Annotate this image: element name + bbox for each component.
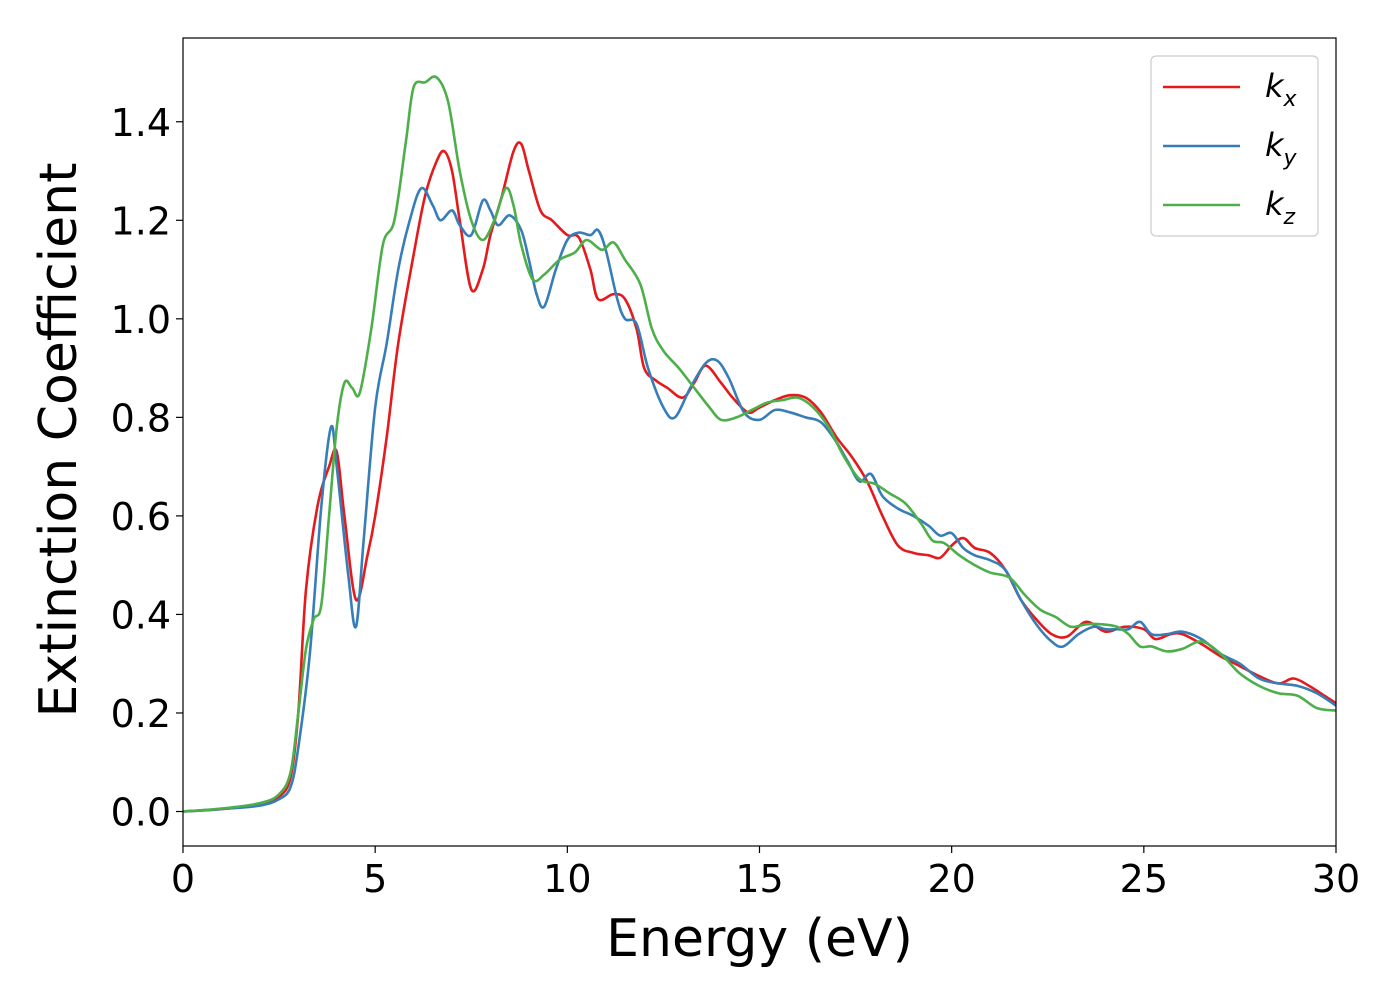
y-axis-ticks: 0.0 0.2 0.4 0.6 0.8 1.0 1.2 1.4 <box>111 101 183 835</box>
x-tick-label: 15 <box>735 857 783 901</box>
x-tick-label: 5 <box>363 857 387 901</box>
y-axis-label: Extinction Coefficient <box>29 163 89 718</box>
x-tick-label: 0 <box>171 857 195 901</box>
y-tick-label: 0.0 <box>111 791 171 835</box>
legend-symbol: k <box>1265 67 1285 105</box>
x-axis-ticks: 0 5 10 15 20 25 30 <box>171 846 1360 901</box>
legend-symbol: k <box>1265 126 1285 164</box>
series-line-kx <box>183 141 1336 813</box>
y-tick-label: 0.4 <box>111 593 171 637</box>
y-tick-label: 1.2 <box>111 199 171 243</box>
x-tick-label: 25 <box>1120 857 1168 901</box>
y-tick-label: 0.6 <box>111 495 171 539</box>
plot-frame <box>182 37 1337 847</box>
series-line-ky <box>183 186 1336 813</box>
series-line-kz <box>183 75 1336 813</box>
legend-subscript: x <box>1283 87 1298 112</box>
x-tick-label: 30 <box>1312 857 1360 901</box>
y-tick-label: 0.8 <box>111 396 171 440</box>
y-tick-label: 1.0 <box>111 298 171 342</box>
legend-label-kx: kx <box>1265 67 1298 112</box>
y-tick-label: 0.2 <box>111 692 171 736</box>
x-axis-label: Energy (eV) <box>606 909 913 969</box>
legend-subscript: z <box>1283 205 1296 230</box>
legend-subscript: y <box>1283 146 1298 171</box>
x-tick-label: 10 <box>543 857 591 901</box>
legend-symbol: k <box>1265 185 1285 223</box>
legend-label-ky: ky <box>1265 126 1298 171</box>
x-tick-label: 20 <box>927 857 975 901</box>
legend-label-kz: kz <box>1265 185 1296 230</box>
plot-lines <box>183 75 1336 813</box>
y-tick-label: 1.4 <box>111 101 171 145</box>
